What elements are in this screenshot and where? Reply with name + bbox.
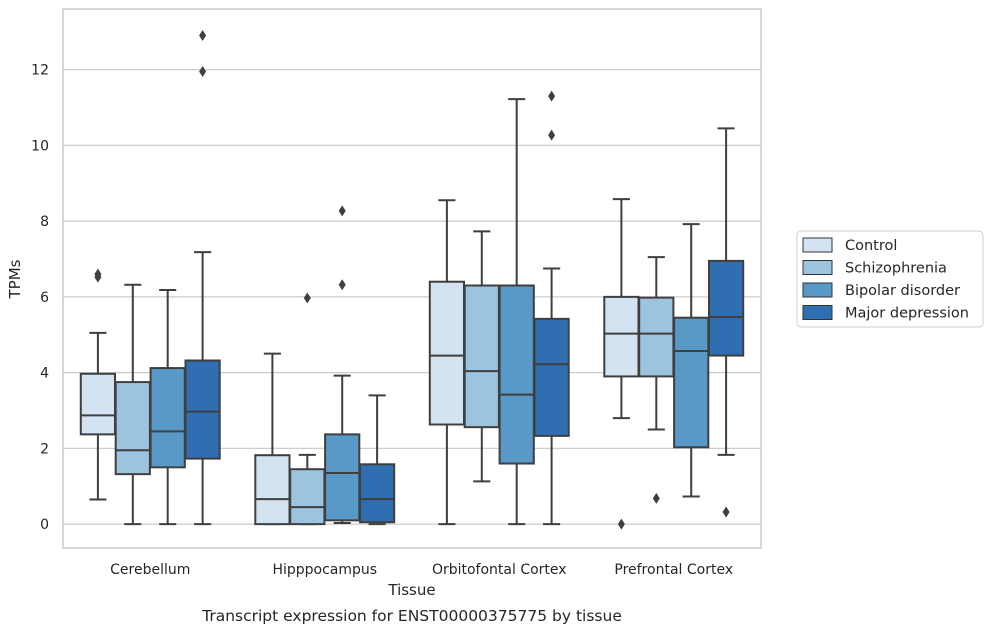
- y-tick-label: 12: [31, 63, 49, 79]
- box-1-1: [289, 292, 326, 526]
- box-0-3: [184, 30, 221, 526]
- box-2-2: [498, 98, 535, 526]
- boxes-layer: [79, 30, 745, 530]
- box-iqr: [428, 280, 466, 426]
- legend-label: Bipolar disorder: [845, 283, 960, 299]
- legend-label: Major depression: [845, 306, 969, 322]
- y-tick-label: 4: [40, 366, 49, 382]
- box-iqr: [149, 367, 186, 469]
- x-tick-label: Prefrontal Cortex: [614, 562, 733, 578]
- y-axis-label: TPMs: [6, 259, 24, 299]
- y-tick-label: 6: [40, 290, 49, 306]
- box-1-3: [358, 394, 396, 526]
- x-axis-ticks: Cerebellum Hipppocampus Orbitofontal Corte…: [110, 562, 733, 578]
- box-iqr: [289, 468, 326, 526]
- box-iqr: [358, 463, 396, 524]
- box-2-0: [428, 199, 466, 526]
- y-tick-label: 10: [31, 138, 49, 154]
- box-2-3: [533, 90, 570, 526]
- box-0-1: [114, 283, 151, 526]
- outlier-marker: [338, 205, 346, 217]
- box-iqr: [184, 359, 221, 460]
- outlier-marker: [338, 279, 346, 291]
- outlier-marker: [303, 292, 311, 304]
- y-axis-ticks: 0 2 4 6 8 10 12: [31, 63, 49, 534]
- box-2-1: [463, 230, 500, 483]
- outlier-marker: [722, 506, 730, 518]
- box-iqr: [463, 284, 500, 429]
- box-iqr: [498, 284, 535, 465]
- box-iqr: [707, 259, 745, 357]
- x-tick-label: Orbitofontal Cortex: [432, 562, 567, 578]
- outlier-marker: [652, 492, 660, 504]
- box-3-3: [707, 127, 745, 518]
- x-tick-label: Hipppocampus: [272, 562, 377, 578]
- box-iqr: [603, 295, 640, 378]
- outlier-marker: [199, 30, 207, 42]
- legend-label: Control: [845, 238, 897, 254]
- box-1-2: [324, 205, 361, 525]
- box-iqr: [673, 316, 710, 449]
- box-iqr: [254, 454, 291, 526]
- box-3-2: [673, 223, 710, 498]
- box-iqr: [79, 372, 117, 436]
- x-tick-label: Cerebellum: [110, 562, 190, 578]
- y-tick-label: 8: [40, 214, 49, 230]
- legend-label: Schizophrenia: [845, 261, 947, 277]
- box-iqr: [638, 296, 675, 378]
- legend-swatch: [802, 237, 833, 253]
- legend-swatch: [802, 260, 833, 275]
- y-tick-label: 2: [40, 441, 49, 457]
- legend: Control Schizophrenia Bipolar disorder Majo…: [796, 230, 984, 328]
- plot-frame: [62, 8, 762, 549]
- box-iqr: [114, 381, 151, 476]
- legend-swatch: [802, 305, 833, 320]
- y-tick-label: 0: [40, 517, 49, 533]
- outlier-marker: [617, 518, 625, 530]
- box-1-0: [254, 352, 291, 526]
- outlier-marker: [548, 129, 556, 141]
- legend-swatch: [802, 282, 833, 298]
- outlier-marker: [199, 65, 207, 77]
- box-3-0: [603, 198, 640, 530]
- outlier-marker: [94, 268, 102, 280]
- box-0-2: [149, 289, 186, 526]
- x-axis-label: Tissue: [387, 581, 435, 599]
- legend-frame: [796, 230, 984, 328]
- box-iqr: [533, 317, 570, 437]
- outlier-marker: [548, 90, 556, 102]
- figure-caption: Transcript expression for ENST0000037577…: [201, 607, 622, 625]
- box-iqr: [324, 433, 361, 522]
